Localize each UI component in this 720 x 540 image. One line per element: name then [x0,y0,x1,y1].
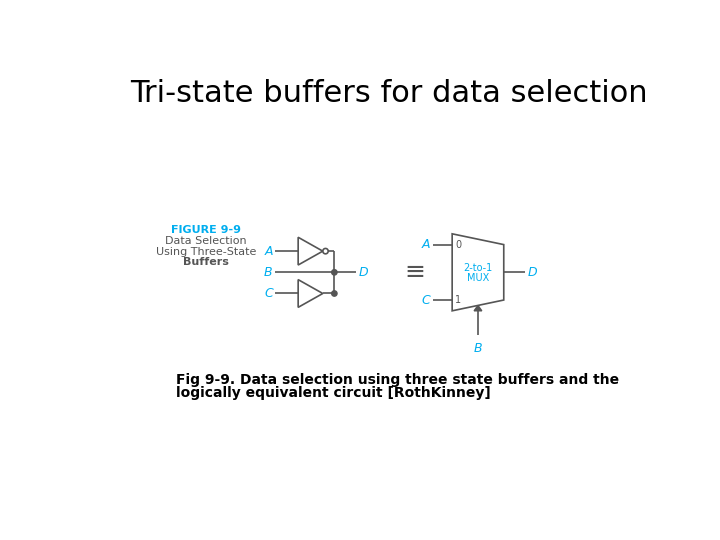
Text: MUX: MUX [467,273,489,283]
Text: 2-to-1: 2-to-1 [464,264,492,273]
Text: A: A [264,245,273,258]
Polygon shape [474,306,482,311]
Text: D: D [528,266,537,279]
Text: C: C [422,294,431,307]
Text: 0: 0 [455,240,462,249]
Text: D: D [359,266,368,279]
Text: Tri-state buffers for data selection: Tri-state buffers for data selection [130,79,648,107]
Text: logically equivalent circuit [RothKinney]: logically equivalent circuit [RothKinney… [176,386,491,400]
Text: B: B [474,342,482,355]
Text: B: B [264,266,273,279]
Circle shape [332,269,337,275]
Text: Data Selection: Data Selection [165,236,246,246]
Text: ≡: ≡ [405,260,426,285]
Text: Buffers: Buffers [183,257,229,267]
Circle shape [332,291,337,296]
Text: Using Three-State: Using Three-State [156,247,256,256]
Text: FIGURE 9-9: FIGURE 9-9 [171,225,240,235]
Text: 1: 1 [455,295,462,305]
Text: C: C [264,287,273,300]
Text: A: A [422,238,431,251]
Text: Fig 9-9. Data selection using three state buffers and the: Fig 9-9. Data selection using three stat… [176,373,620,387]
